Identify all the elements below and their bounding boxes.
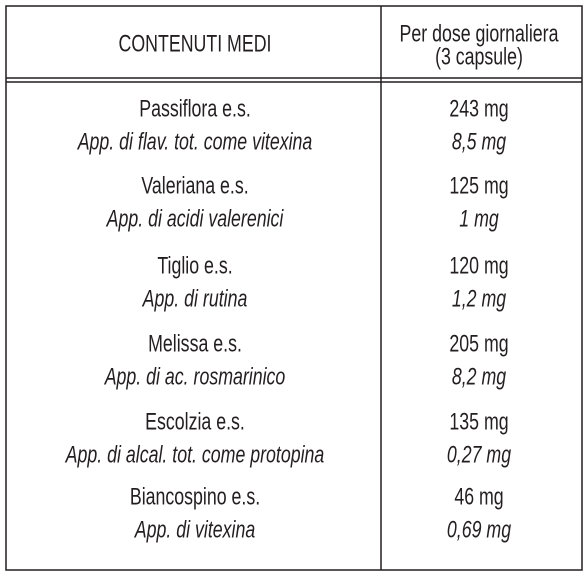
header-left: CONTENUTI MEDI [119,31,272,57]
dose: 125 mg [449,173,508,199]
ingredient-name: Biancospino e.s. [130,484,260,510]
ingredient-name: Escolzia e.s. [145,409,245,435]
dose: 243 mg [449,96,508,122]
dose-note: 1,2 mg [452,286,507,312]
ingredient-note: App. di flav. tot. come vitexina [76,129,312,155]
ingredient-note: App. di alcal. tot. come protopina [64,442,325,468]
ingredient-name: Valeriana e.s. [141,173,248,199]
dose-note: 1 mg [459,206,499,232]
dose: 205 mg [449,331,508,357]
ingredient-note: App. di vitexina [133,517,255,543]
header-right: (3 capsule) [435,44,523,70]
dose-note: 0,27 mg [447,442,511,468]
dose: 120 mg [449,253,508,279]
ingredient-note: App. di ac. rosmarinico [103,364,286,390]
ingredient-note: App. di rutina [141,286,248,312]
ingredient-name: Passiflora e.s. [139,96,251,122]
header-right: Per dose giornaliera [400,21,559,47]
dose: 135 mg [449,409,508,435]
ingredient-name: Melissa e.s. [148,331,242,357]
dose-note: 0,69 mg [447,517,511,543]
dose-note: 8,2 mg [452,364,507,390]
dose: 46 mg [454,484,503,510]
ingredient-note: App. di acidi valerenici [105,206,284,232]
ingredient-name: Tiglio e.s. [157,253,232,279]
table-border [5,5,583,571]
dose-note: 8,5 mg [452,129,507,155]
